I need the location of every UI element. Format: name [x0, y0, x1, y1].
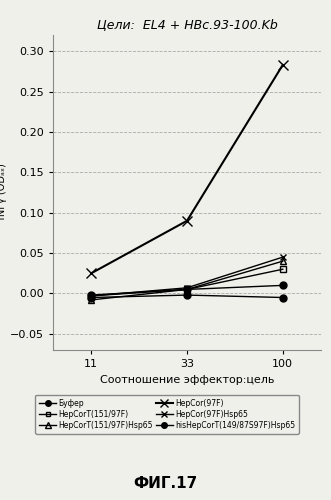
Буфер	[185, 292, 189, 298]
HepCorT(151/97F)	[89, 293, 93, 299]
hisHepCorT(149/87S97F)Hsp65	[89, 292, 93, 298]
Буфер	[89, 294, 93, 300]
HepCor(97F)	[185, 218, 189, 224]
X-axis label: Соотношение эффектор:цель: Соотношение эффектор:цель	[100, 374, 274, 384]
HepCorT(151/97F)	[185, 286, 189, 292]
hisHepCorT(149/87S97F)Hsp65	[281, 282, 285, 288]
Line: hisHepCorT(149/87S97F)Hsp65: hisHepCorT(149/87S97F)Hsp65	[88, 282, 286, 298]
Legend: Буфер, HepCorT(151/97F), HepCorT(151/97F)Hsp65, HepCor(97F), HepCor(97F)Hsp65, h: Буфер, HepCorT(151/97F), HepCorT(151/97F…	[35, 395, 299, 434]
Line: HepCor(97F)Hsp65: HepCor(97F)Hsp65	[88, 254, 286, 300]
hisHepCorT(149/87S97F)Hsp65	[185, 286, 189, 292]
Line: Буфер: Буфер	[88, 292, 286, 301]
Text: ФИГ.17: ФИГ.17	[133, 476, 198, 491]
HepCorT(151/97F)Hsp65	[185, 286, 189, 292]
Line: HepCorT(151/97F)Hsp65: HepCorT(151/97F)Hsp65	[88, 258, 286, 304]
HepCorT(151/97F)Hsp65	[89, 297, 93, 303]
HepCor(97F)Hsp65	[89, 293, 93, 299]
HepCor(97F)	[281, 62, 285, 68]
HepCorT(151/97F)Hsp65	[281, 258, 285, 264]
Line: HepCorT(151/97F): HepCorT(151/97F)	[88, 266, 286, 298]
Line: HepCor(97F): HepCor(97F)	[86, 60, 288, 278]
HepCor(97F)Hsp65	[281, 254, 285, 260]
HepCorT(151/97F)	[281, 266, 285, 272]
Буфер	[281, 294, 285, 300]
HepCor(97F)	[89, 270, 93, 276]
Title: Цели:  EL4 + HBc.93-100.Kb: Цели: EL4 + HBc.93-100.Kb	[97, 18, 277, 31]
Y-axis label: TNFγ (ODₐₓ): TNFγ (ODₐₓ)	[0, 163, 7, 222]
HepCor(97F)Hsp65	[185, 285, 189, 291]
